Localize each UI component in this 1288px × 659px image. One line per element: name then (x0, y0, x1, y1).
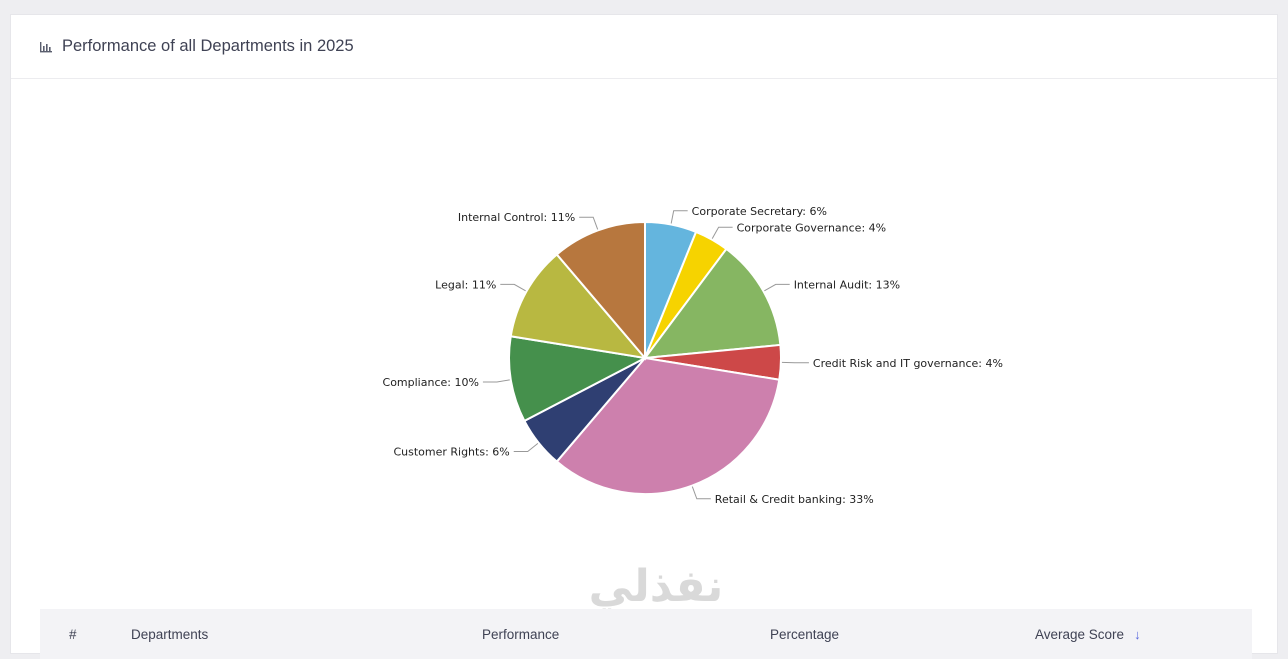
column-header-average-score[interactable]: Average Score ↓ (1035, 627, 1141, 642)
column-header-performance[interactable]: Performance (482, 627, 559, 642)
column-header-departments[interactable]: Departments (131, 627, 208, 642)
card-title: Performance of all Departments in 2025 (62, 37, 354, 56)
slice-label-corporate-secretary: Corporate Secretary: 6% (692, 205, 827, 218)
leader-line-compliance (483, 380, 510, 382)
column-header-percentage[interactable]: Percentage (770, 627, 839, 642)
slice-label-internal-control: Internal Control: 11% (458, 211, 575, 224)
leader-line-internal-audit (764, 284, 789, 290)
department-performance-card: Performance of all Departments in 2025 C… (10, 14, 1278, 654)
slice-label-customer-rights: Customer Rights: 6% (393, 446, 509, 459)
leader-line-retail-credit-banking (692, 487, 710, 499)
average-score-label: Average Score (1035, 627, 1124, 642)
pie-chart: Corporate Secretary: 6% Corporate Governa… (11, 79, 1279, 599)
slice-label-internal-audit: Internal Audit: 13% (794, 278, 900, 291)
table-header-row: # Departments Performance Percentage Ave… (40, 609, 1252, 659)
slice-label-retail-credit-banking: Retail & Credit banking: 33% (715, 493, 874, 506)
slice-label-compliance: Compliance: 10% (383, 376, 479, 389)
leader-line-customer-rights (514, 443, 538, 451)
slice-label-legal: Legal: 11% (435, 278, 496, 291)
leader-line-legal (500, 284, 525, 290)
slice-label-corporate-governance: Corporate Governance: 4% (737, 221, 887, 234)
leader-line-corporate-governance (712, 227, 732, 238)
card-header: Performance of all Departments in 2025 (11, 15, 1277, 79)
leader-line-internal-control (579, 217, 597, 229)
bar-chart-icon (39, 40, 53, 54)
leader-line-corporate-secretary (671, 211, 687, 224)
column-header-number[interactable]: # (69, 627, 77, 642)
slice-label-credit-risk-and-it-governance: Credit Risk and IT governance: 4% (813, 357, 1003, 370)
pie-chart-area: Corporate Secretary: 6% Corporate Governa… (11, 79, 1279, 599)
arrow-down-icon[interactable]: ↓ (1134, 627, 1141, 642)
